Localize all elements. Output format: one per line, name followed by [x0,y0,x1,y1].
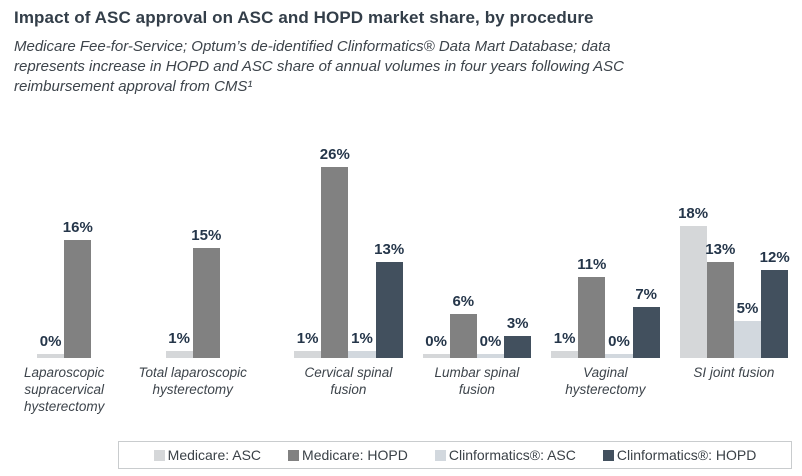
subtitle-line: represents increase in HOPD and ASC shar… [14,58,625,75]
bar-value-label: 1% [296,329,319,347]
subtitle-line: Medicare Fee-for-Service; Optum’s de-ide… [14,38,611,55]
category-label: Lumbar spinal fusion [434,365,520,397]
legend-label: Clinformatics®: ASC [448,447,576,463]
bar [37,354,65,358]
bar-value-label: 26% [319,145,350,163]
bar [422,354,450,358]
bar [632,306,660,358]
bar-value-label: 1% [553,329,576,347]
bar [761,269,789,358]
bar-value-label: 5% [736,300,759,318]
legend-label: Clinformatics®: HOPD [616,447,757,463]
legend-label: Medicare: ASC [167,447,262,463]
bar-value-label: 13% [705,241,736,259]
legend-entry: Clinformatics®: ASC [434,447,576,463]
legend-label: Medicare: HOPD [302,447,408,463]
legend-entry: Medicare: HOPD [288,447,408,463]
category-label: SI joint fusion [693,365,775,380]
subtitle-line: reimbursement approval from CMS¹ [14,78,253,95]
legend-swatch [602,449,614,461]
bar [605,354,633,358]
bar-value-label: 1% [351,329,373,347]
category-label: Laparoscopic supracervical hysterectomy [24,365,105,414]
bar-value-label: 0% [479,333,502,350]
chart-legend: Medicare: ASC Medicare: HOPD Clinformatics… [118,441,792,469]
chart-subtitle: Medicare Fee-for-Service; Optum’s de-ide… [14,37,624,97]
bar [476,354,505,358]
page-title: Impact of ASC approval on ASC and HOPD m… [14,8,594,27]
bar [321,166,349,358]
bar-value-label: 6% [452,292,475,310]
bar-value-label: 16% [62,219,93,237]
bar-value-label: 7% [635,285,658,303]
bar [733,321,762,358]
bar [551,350,579,358]
bar-value-label: 18% [678,204,709,222]
category-label: Total laparoscopic hysterectomy [138,365,247,397]
bar [64,240,92,358]
bar [578,277,606,358]
bar [679,225,707,358]
bar [449,313,477,358]
bar [165,350,193,358]
bar-value-label: 0% [39,333,62,350]
bar [504,335,532,358]
category-label: Cervical spinal fusion [304,365,393,397]
bar-value-label: 0% [608,333,630,350]
legend-entry: Medicare: ASC [153,447,262,463]
bar-value-label: 1% [168,329,190,347]
category-label: Vaginal hysterectomy [565,365,646,397]
bar [192,247,220,358]
legend-swatch [288,449,300,461]
legend-swatch [153,449,165,461]
bar-value-label: 11% [577,256,607,274]
bar [348,350,376,358]
bar [375,262,403,358]
bar [294,350,322,358]
bar-value-label: 3% [506,314,529,332]
legend-swatch [434,449,446,461]
bar-value-label: 12% [759,248,790,266]
bar-value-label: 13% [374,241,405,259]
bar [706,262,734,358]
legend-entry: Clinformatics®: HOPD [602,447,757,463]
bar-value-label: 0% [425,333,447,350]
bar-value-label: 15% [191,226,222,244]
